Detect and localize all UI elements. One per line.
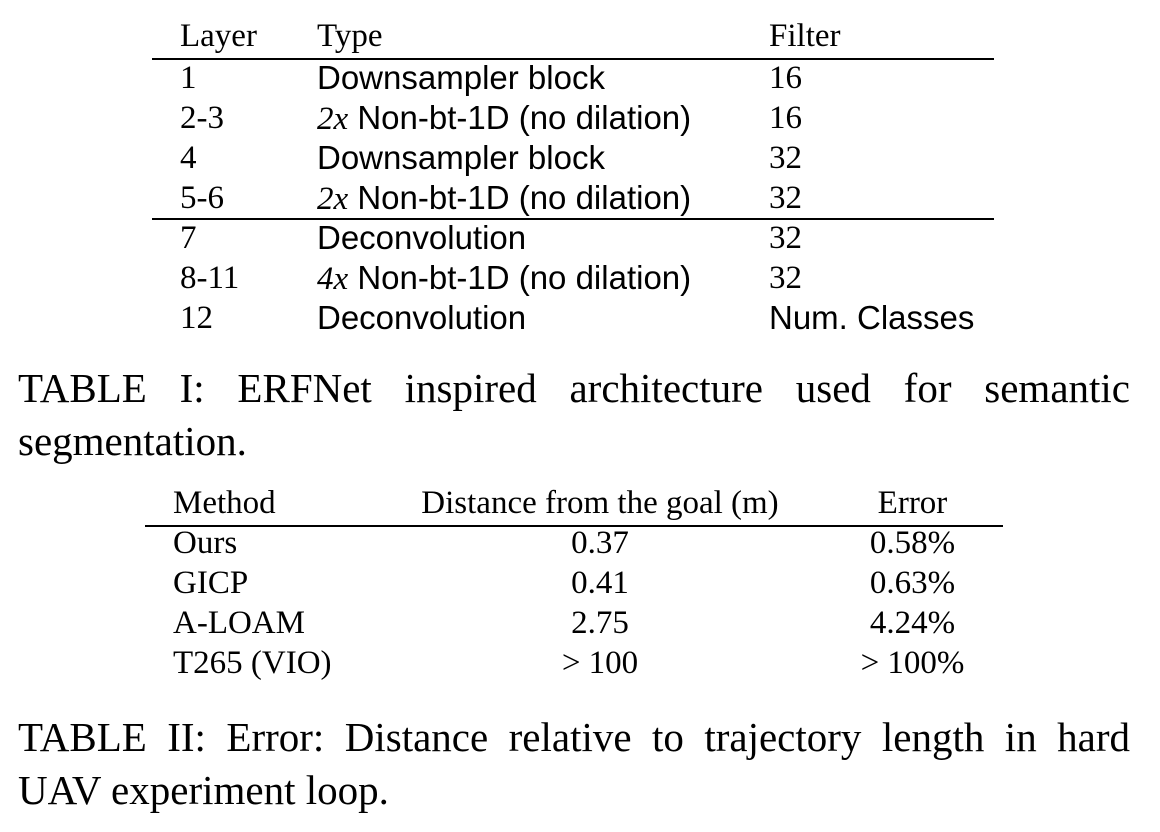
cell-method: Ours	[173, 525, 238, 561]
cell-type: 4x Non-bt-1D (no dilation)	[317, 258, 691, 299]
cell-type-text: Non-bt-1D (no dilation)	[348, 259, 692, 296]
cell-layer: 2-3	[180, 100, 224, 136]
table-row: Ours 0.37 0.58%	[145, 523, 1003, 563]
cell-type-multiplier: 2x	[317, 181, 349, 217]
table-row: T265 (VIO) > 100 > 100%	[145, 643, 1003, 683]
table2-caption-line1: TABLE II: Error: Distance relative to tr…	[18, 714, 1130, 760]
cell-type: Downsampler block	[317, 139, 605, 176]
header-error: Error	[877, 485, 948, 521]
table-row: 7 Deconvolution 32	[152, 218, 994, 258]
cell-error: 0.63%	[869, 565, 956, 601]
cell-layer: 5-6	[180, 180, 224, 216]
cell-type: Deconvolution	[317, 219, 527, 256]
header-filter: Filter	[769, 18, 841, 54]
cell-filter: 32	[769, 260, 802, 296]
table-row: 2-3 2x Non-bt-1D (no dilation) 16	[152, 98, 994, 138]
cell-distance: 0.37	[571, 525, 629, 561]
cell-type: 2x Non-bt-1D (no dilation)	[317, 98, 691, 139]
cell-distance: 2.75	[571, 605, 629, 641]
cell-layer: 7	[180, 220, 197, 256]
cell-layer: 8-11	[180, 260, 240, 296]
table-localization-error: Method Distance from the goal (m) Error …	[145, 483, 1003, 683]
cell-filter: 16	[769, 60, 802, 96]
header-type: Type	[317, 18, 383, 54]
cell-method: A-LOAM	[173, 605, 305, 641]
cell-error: > 100%	[860, 645, 965, 681]
table1-caption: TABLE I: ERFNet inspired architecture us…	[18, 362, 1130, 468]
table-erfnet-architecture: Layer Type Filter 1 Downsampler block 16…	[152, 16, 994, 338]
cell-error: 0.58%	[869, 525, 956, 561]
header-distance: Distance from the goal (m)	[421, 485, 779, 521]
cell-filter: 32	[769, 180, 802, 216]
table2-caption: TABLE II: Error: Distance relative to tr…	[18, 711, 1130, 817]
table-row: 5-6 2x Non-bt-1D (no dilation) 32	[152, 178, 994, 218]
cell-type-text: Non-bt-1D (no dilation)	[348, 99, 692, 136]
cell-type: Deconvolution	[317, 299, 527, 336]
cell-type-multiplier: 4x	[317, 261, 349, 297]
cell-filter: 32	[769, 220, 802, 256]
cell-filter: 32	[769, 140, 802, 176]
table-header-row: Method Distance from the goal (m) Error	[145, 483, 1003, 523]
cell-distance: 0.41	[571, 565, 629, 601]
cell-type: 2x Non-bt-1D (no dilation)	[317, 178, 691, 219]
table1-caption-line2: segmentation.	[18, 418, 247, 464]
table1-caption-line1: TABLE I: ERFNet inspired architecture us…	[18, 365, 1130, 411]
header-layer: Layer	[180, 18, 257, 54]
cell-type-text: Non-bt-1D (no dilation)	[348, 179, 692, 216]
table-row: 4 Downsampler block 32	[152, 138, 994, 178]
table2-header-rule	[145, 525, 1003, 527]
table-row: 1 Downsampler block 16	[152, 58, 994, 98]
cell-layer: 4	[180, 140, 197, 176]
table1-header-rule	[152, 58, 994, 60]
table1-section-rule	[152, 218, 994, 220]
table-row: 8-11 4x Non-bt-1D (no dilation) 32	[152, 258, 994, 298]
table-row: 12 Deconvolution Num. Classes	[152, 298, 994, 338]
table-header-row: Layer Type Filter	[152, 16, 994, 58]
cell-method: T265 (VIO)	[173, 645, 332, 681]
cell-method: GICP	[173, 565, 249, 601]
cell-type: Downsampler block	[317, 59, 605, 96]
table-row: GICP 0.41 0.63%	[145, 563, 1003, 603]
cell-filter: 16	[769, 100, 802, 136]
header-method: Method	[173, 485, 276, 521]
cell-distance: > 100	[561, 645, 639, 681]
cell-type-multiplier: 2x	[317, 101, 349, 137]
cell-error: 4.24%	[869, 605, 956, 641]
cell-filter: Num. Classes	[769, 299, 975, 336]
cell-layer: 12	[180, 300, 213, 336]
table2-caption-line2: UAV experiment loop.	[18, 767, 389, 813]
table-row: A-LOAM 2.75 4.24%	[145, 603, 1003, 643]
cell-layer: 1	[180, 60, 197, 96]
